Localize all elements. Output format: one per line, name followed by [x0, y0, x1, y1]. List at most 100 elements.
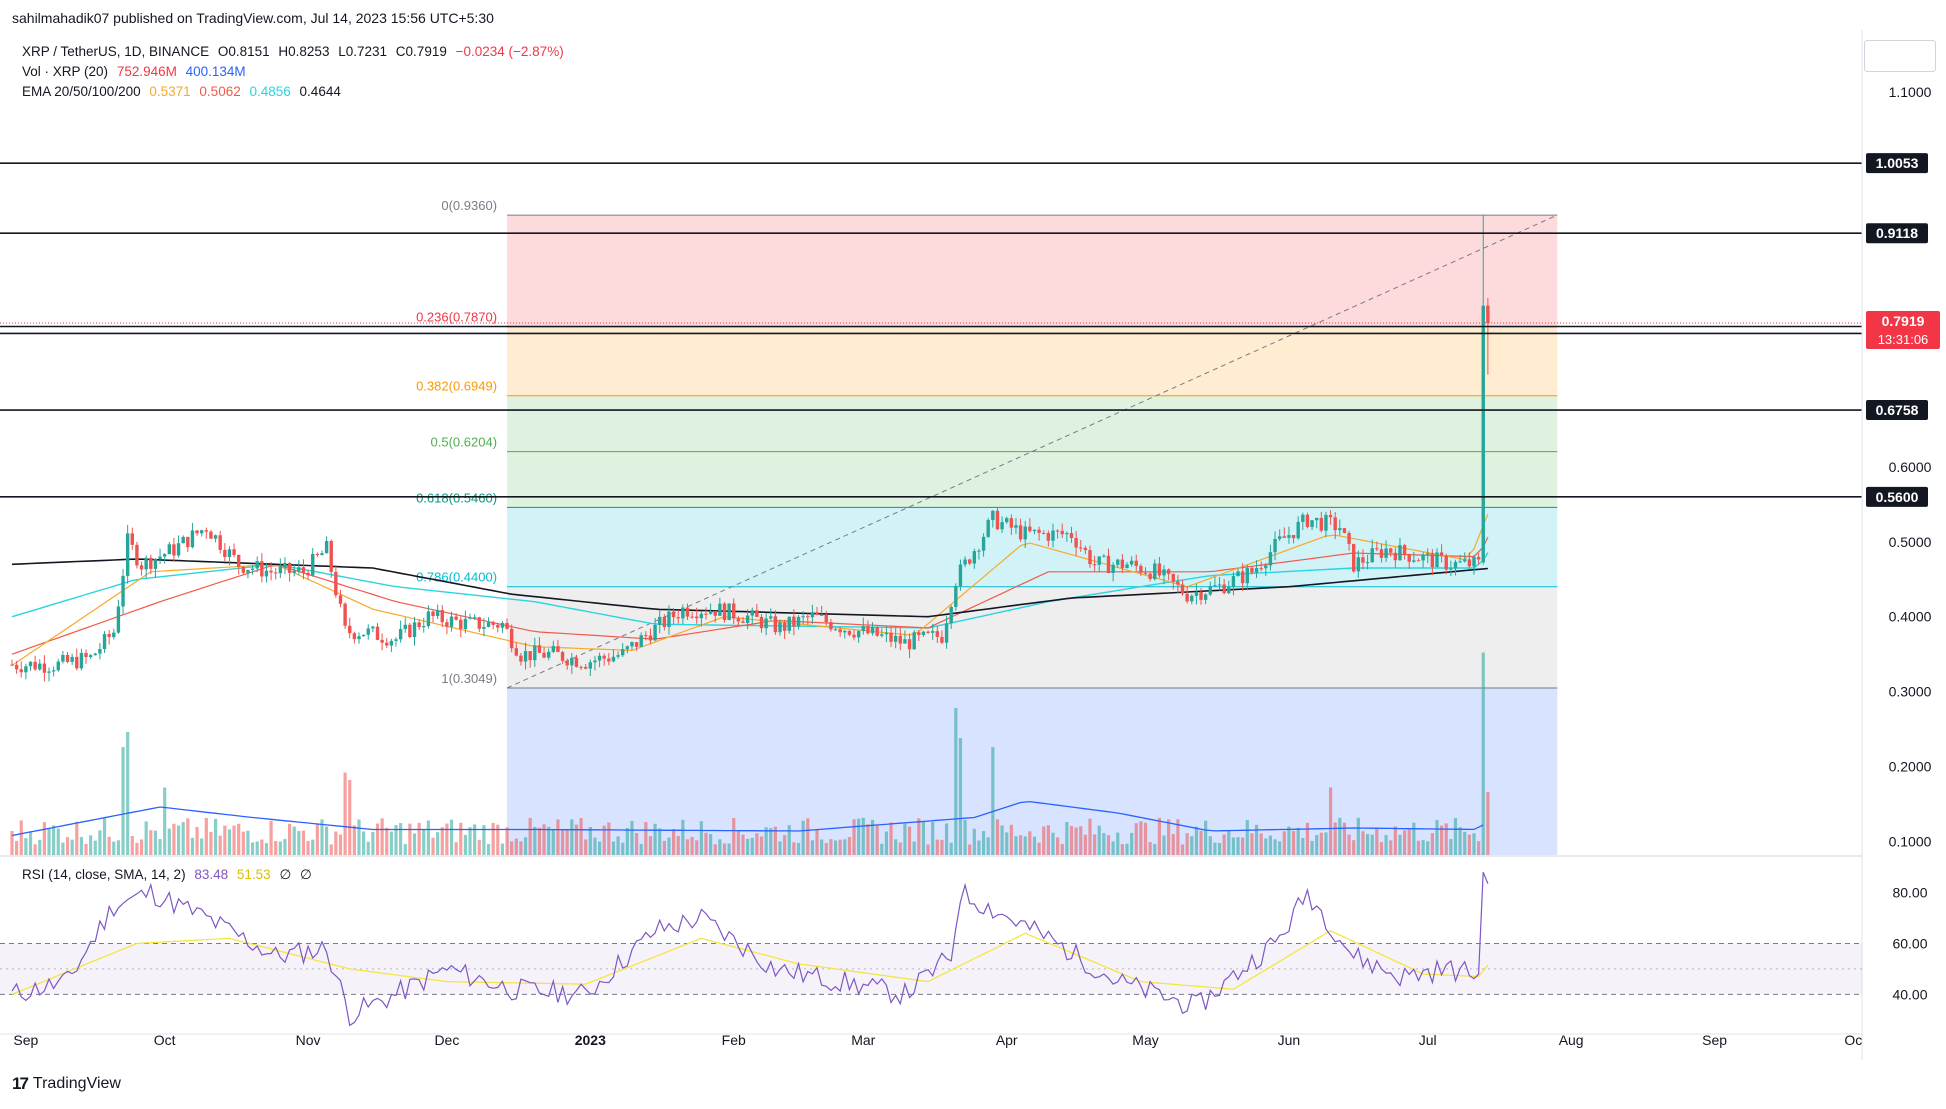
- candle-body: [519, 655, 523, 662]
- candle-body: [843, 630, 847, 633]
- candle-body: [542, 652, 546, 658]
- time-axis-tick: Jul: [1419, 1032, 1437, 1048]
- volume-bar: [320, 819, 324, 855]
- volume-bar: [473, 824, 477, 855]
- volume-bar: [204, 817, 208, 855]
- symbol-name[interactable]: XRP / TetherUS, 1D, BINANCE: [22, 44, 210, 59]
- volume-bar: [1093, 834, 1097, 855]
- volume-bar: [1291, 830, 1296, 855]
- volume-bar: [602, 825, 606, 855]
- candle-body: [1277, 536, 1282, 539]
- volume-bar: [42, 822, 46, 855]
- candle-body: [1032, 529, 1037, 532]
- volume-bar: [1051, 832, 1055, 855]
- volume-bar: [616, 836, 620, 855]
- candle-body: [764, 618, 768, 629]
- candle-body: [463, 618, 468, 629]
- fib-level-label-0: 0(0.9360): [441, 198, 497, 213]
- candle-body: [630, 642, 634, 647]
- candle-body: [375, 626, 380, 640]
- candle-body: [583, 667, 588, 669]
- candle-body: [445, 622, 449, 627]
- candle-body: [787, 616, 791, 631]
- candle-body: [1023, 526, 1027, 540]
- volume-bar: [940, 839, 944, 855]
- ohlc-change: −0.0234 (−2.87%): [455, 44, 564, 59]
- rsi-label[interactable]: RSI (14, close, SMA, 14, 2): [22, 867, 186, 882]
- volume-bar: [1356, 817, 1360, 855]
- fib-zone-4: [507, 507, 1558, 587]
- volume-bar: [338, 834, 343, 855]
- volume-bar: [1324, 832, 1328, 855]
- candle-body: [815, 612, 819, 615]
- candle-body: [1069, 533, 1074, 539]
- volume-bar: [389, 831, 393, 855]
- candle-body: [422, 626, 426, 628]
- candle-body: [1083, 548, 1088, 551]
- candle-body: [380, 639, 384, 643]
- fib-zone-1: [507, 326, 1558, 396]
- time-axis-tick: Feb: [722, 1032, 746, 1048]
- candle-body: [935, 631, 940, 637]
- candle-body: [866, 626, 870, 634]
- level-tag-bg: [1866, 153, 1928, 174]
- candle-body: [195, 530, 199, 534]
- candle-body: [1185, 593, 1189, 602]
- volume-bar: [1125, 843, 1129, 855]
- candle-body: [1347, 532, 1351, 544]
- ema-legend: EMA 20/50/100/200 0.5371 0.5062 0.4856 0…: [22, 84, 346, 99]
- volume-bar: [630, 820, 634, 855]
- volume-bar: [144, 821, 148, 855]
- volume-bar: [926, 844, 930, 855]
- candle-body: [33, 661, 37, 670]
- candle-body: [1060, 530, 1064, 535]
- volume-bar: [1227, 830, 1231, 855]
- candle-body: [1180, 584, 1185, 594]
- candle-body: [533, 645, 537, 661]
- rsi-sma-value: 51.53: [236, 867, 271, 882]
- candle-body: [685, 607, 690, 617]
- candle-body: [204, 530, 209, 532]
- candle-body: [981, 536, 986, 551]
- volume-bar: [898, 842, 902, 855]
- candle-body: [1102, 555, 1106, 557]
- volume-bar: [1148, 842, 1152, 855]
- candle-body: [625, 646, 630, 650]
- volume-bar: [362, 831, 366, 855]
- candle-body: [1046, 533, 1051, 541]
- candle-body: [1458, 561, 1462, 563]
- volume-bar: [709, 834, 713, 855]
- volume-label[interactable]: Vol · XRP (20): [22, 64, 109, 79]
- volume-bar: [1338, 817, 1342, 855]
- volume-bar: [1167, 819, 1171, 855]
- volume-bar: [1139, 821, 1143, 855]
- candle-body: [449, 616, 454, 627]
- candle-body: [1097, 556, 1101, 565]
- candle-body: [1116, 559, 1120, 565]
- volume-bar: [625, 828, 629, 855]
- ohlc-high: H0.8253: [278, 44, 330, 59]
- volume-bar: [1254, 824, 1259, 855]
- candle-body: [1217, 584, 1222, 586]
- candle-body: [954, 586, 958, 607]
- ema-label[interactable]: EMA 20/50/100/200: [22, 84, 141, 99]
- candle-body: [1208, 586, 1212, 595]
- scale-settings-button[interactable]: [1864, 40, 1936, 72]
- volume-bar: [880, 843, 884, 855]
- candle-body: [1176, 581, 1180, 585]
- volume-bar: [301, 830, 306, 855]
- volume-bar: [371, 831, 375, 855]
- candle-body: [1005, 518, 1009, 523]
- fib-zone-3: [507, 451, 1558, 508]
- candle-body: [431, 611, 435, 617]
- candle-body: [398, 629, 403, 640]
- candle-body: [792, 616, 796, 627]
- candle-body: [1037, 529, 1041, 533]
- volume-bar: [1028, 831, 1032, 855]
- volume-bar: [519, 841, 523, 855]
- candle-body: [1259, 568, 1263, 570]
- volume-bar: [408, 823, 412, 855]
- candle-body: [112, 632, 116, 638]
- volume-bar: [699, 821, 703, 855]
